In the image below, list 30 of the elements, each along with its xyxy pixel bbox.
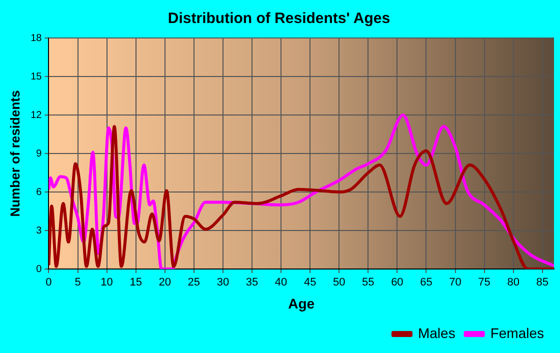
x-tick-label: 80	[507, 276, 520, 289]
x-tick-label: 35	[246, 276, 258, 289]
y-tick-label: 9	[36, 148, 42, 160]
x-tick-label: 85	[536, 276, 549, 289]
x-tick-label: 60	[391, 276, 404, 289]
chart-title: Distribution of Residents' Ages	[168, 10, 390, 28]
x-tick-label: 25	[188, 276, 200, 289]
x-axis-title: Age	[288, 295, 315, 312]
x-tick-label: 20	[158, 276, 172, 289]
x-tick-label: 65	[420, 276, 432, 289]
x-tick-label: 45	[304, 276, 316, 289]
x-tick-label: 15	[130, 276, 142, 289]
y-tick-label: 12	[30, 110, 42, 121]
y-tick-label: 6	[36, 186, 42, 198]
y-axis-title: Number of residents	[7, 90, 22, 217]
x-tick-label: 0	[46, 276, 52, 289]
x-tick-label: 50	[332, 276, 346, 289]
x-tick-label: 75	[478, 276, 490, 289]
x-tick-label: 40	[274, 276, 288, 289]
y-tick-label: 3	[36, 225, 42, 236]
y-tick-label: 0	[36, 264, 42, 275]
x-tick-label: 55	[362, 276, 374, 289]
x-tick-label: 70	[449, 276, 462, 289]
legend-label: Females	[490, 324, 544, 341]
y-tick-label: 15	[30, 71, 42, 82]
x-tick-label: 5	[74, 276, 81, 289]
x-tick-label: 30	[216, 276, 230, 289]
y-tick-label: 18	[30, 32, 42, 44]
x-tick-label: 10	[100, 276, 113, 289]
legend-label: Males	[418, 324, 456, 341]
